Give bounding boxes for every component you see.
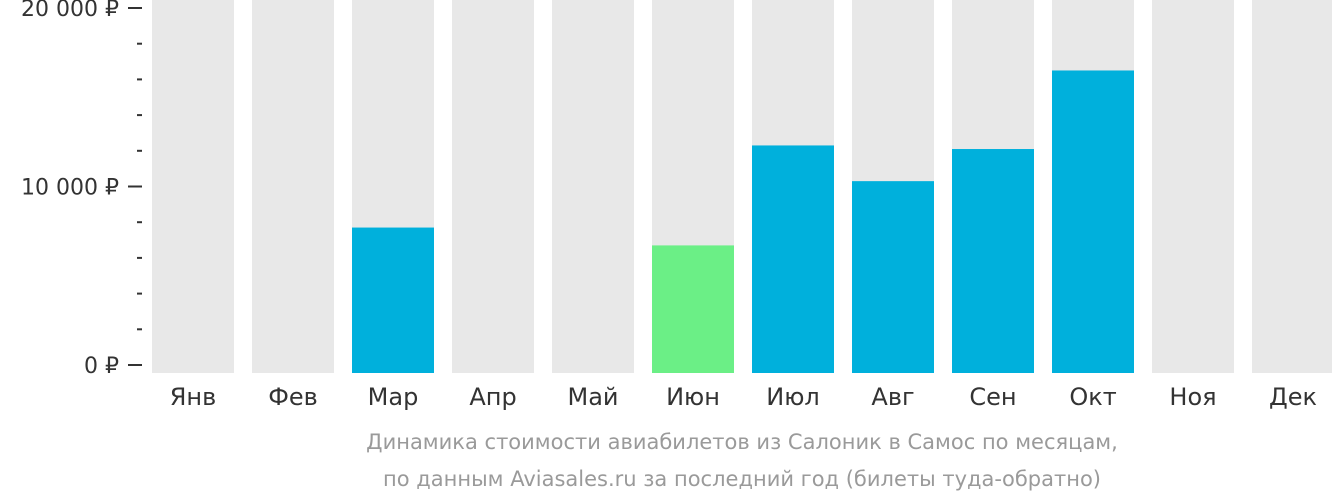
month-label: Сен: [969, 383, 1016, 411]
month-label: Окт: [1069, 383, 1116, 411]
month-label: Фев: [268, 383, 318, 411]
background-bar: [152, 0, 234, 373]
bar-9: [952, 149, 1034, 373]
month-label: Июн: [666, 383, 720, 411]
background-bar: [1152, 0, 1234, 373]
background-bar: [1252, 0, 1332, 373]
month-label: Авг: [871, 383, 914, 411]
x-axis-labels: Янв Фев Мар Апр Май Июн Июл Авг Сен Окт Ноя Дек: [170, 383, 1317, 411]
month-label: Июл: [766, 383, 820, 411]
month-label: Май: [567, 383, 618, 411]
y-axis: 20 000 ₽ 10 000 ₽ 0 ₽: [21, 0, 142, 379]
background-bar: [552, 0, 634, 373]
month-label: Дек: [1269, 383, 1317, 411]
bar-8: [852, 181, 934, 373]
bar-6: [652, 245, 734, 373]
caption-line-1: Динамика стоимости авиабилетов из Салони…: [366, 430, 1118, 454]
price-chart: 20 000 ₽ 10 000 ₽ 0 ₽ Янв Фев Мар Апр Май Июн Ию…: [21, 0, 1332, 411]
background-bar: [452, 0, 534, 373]
bar-3: [352, 227, 434, 373]
y-tick-label: 10 000 ₽: [21, 176, 119, 201]
bar-7: [752, 145, 834, 373]
background-bars: [152, 0, 1332, 373]
bar-10: [1052, 70, 1134, 373]
month-label: Ноя: [1169, 383, 1216, 411]
background-bar: [252, 0, 334, 373]
y-tick-label: 0 ₽: [84, 354, 119, 379]
bars: [352, 70, 1134, 373]
month-label: Мар: [368, 383, 419, 411]
caption-line-2: по данным Aviasales.ru за последний год …: [383, 467, 1101, 491]
y-tick-label: 20 000 ₽: [21, 0, 119, 22]
month-label: Апр: [469, 383, 516, 411]
month-label: Янв: [170, 383, 217, 411]
